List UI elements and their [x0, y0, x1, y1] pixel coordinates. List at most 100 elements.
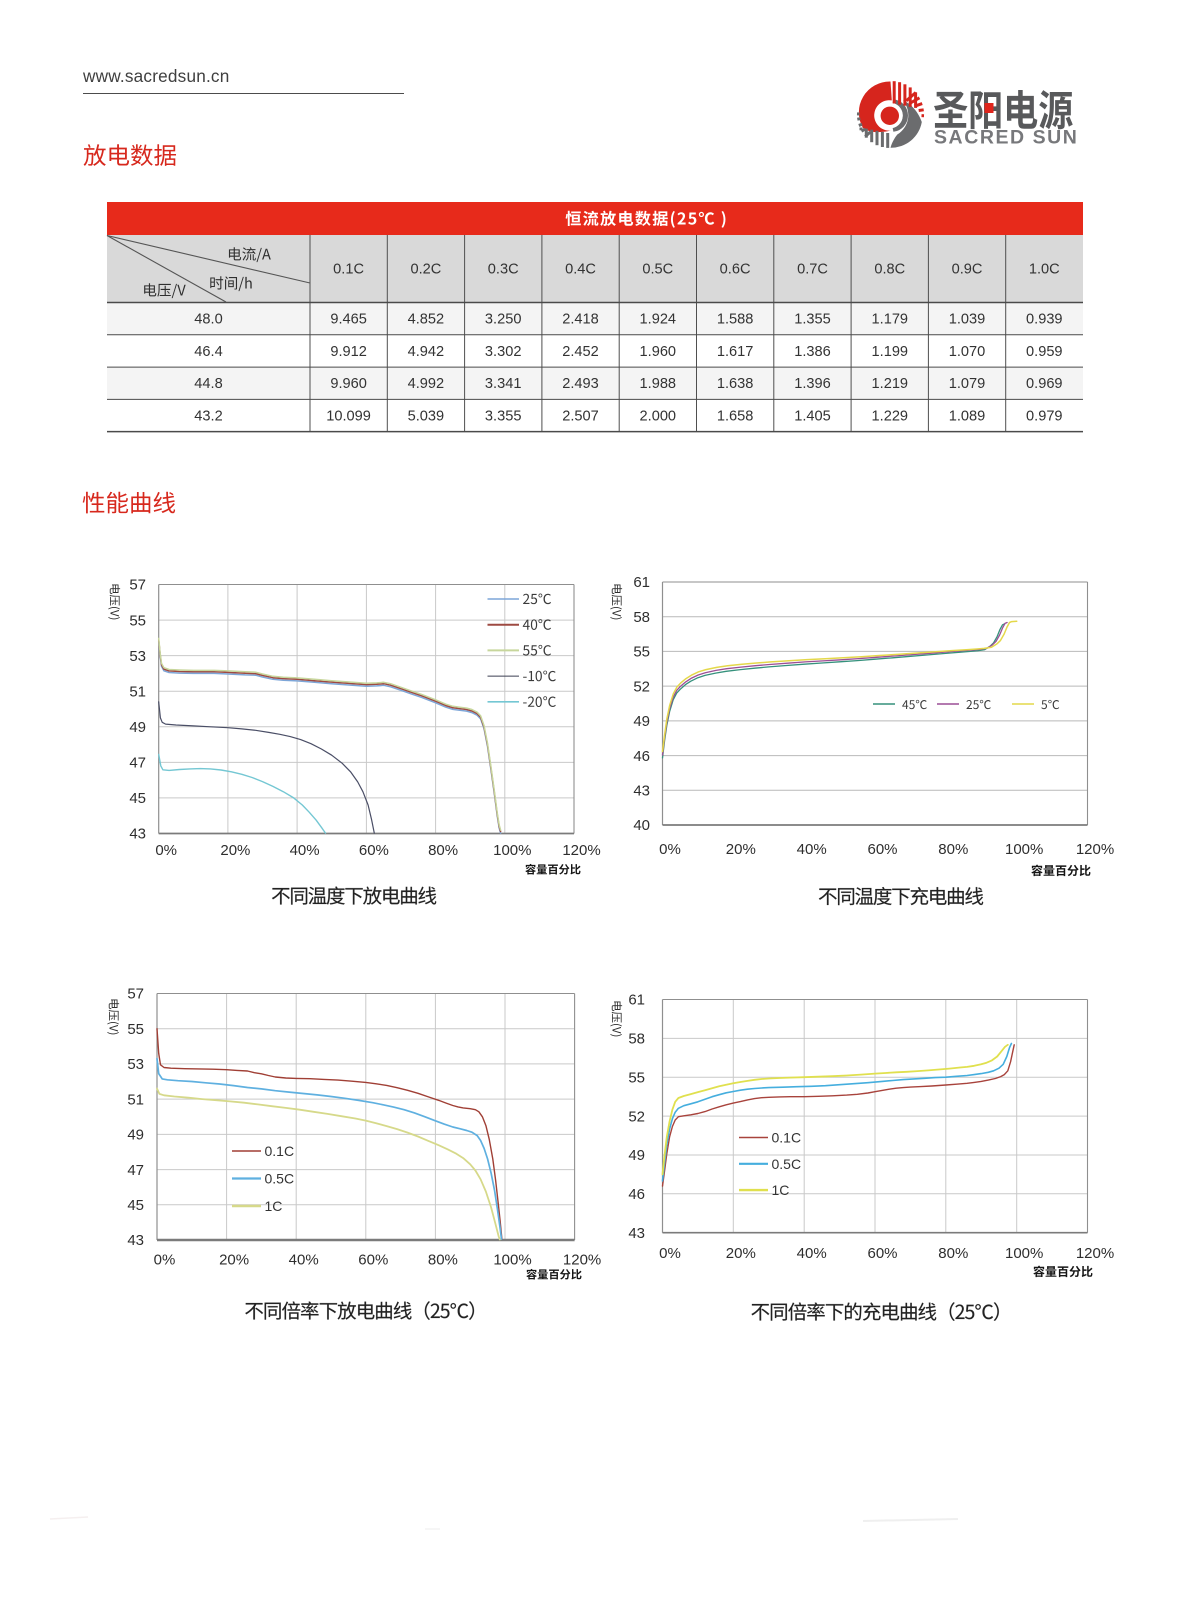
svg-text:0.5C: 0.5C [642, 262, 673, 278]
svg-text:3.341: 3.341 [485, 376, 522, 392]
svg-text:60%: 60% [867, 841, 897, 858]
svg-text:100%: 100% [493, 842, 531, 859]
svg-text:53: 53 [127, 1056, 144, 1073]
svg-text:48.0: 48.0 [194, 312, 222, 328]
svg-text:57: 57 [129, 577, 146, 594]
svg-text:1.638: 1.638 [717, 376, 754, 392]
svg-text:1.988: 1.988 [640, 376, 677, 392]
svg-text:1.355: 1.355 [794, 312, 831, 328]
svg-text:45: 45 [129, 790, 146, 807]
svg-text:43.2: 43.2 [194, 408, 222, 424]
svg-text:80%: 80% [938, 1245, 968, 1262]
svg-text:0.959: 0.959 [1026, 344, 1063, 360]
svg-text:1.924: 1.924 [640, 312, 677, 328]
svg-text:4.992: 4.992 [408, 376, 445, 392]
svg-text:55: 55 [628, 1069, 645, 1086]
svg-text:51: 51 [129, 683, 146, 700]
svg-text:0.939: 0.939 [1026, 312, 1063, 328]
svg-text:0.3C: 0.3C [488, 262, 519, 278]
svg-text:1.039: 1.039 [949, 312, 986, 328]
svg-text:0.1C: 0.1C [333, 262, 364, 278]
svg-text:80%: 80% [938, 841, 968, 858]
svg-text:120%: 120% [1076, 1245, 1114, 1262]
svg-text:43: 43 [628, 1225, 645, 1242]
svg-text:40: 40 [633, 817, 650, 834]
svg-text:1.658: 1.658 [717, 408, 754, 424]
svg-text:1.588: 1.588 [717, 312, 754, 328]
svg-text:47: 47 [129, 755, 146, 772]
svg-text:10.099: 10.099 [326, 408, 371, 424]
svg-text:100%: 100% [493, 1252, 531, 1269]
svg-text:43: 43 [129, 826, 146, 843]
svg-text:0.5C: 0.5C [772, 1156, 802, 1172]
svg-text:40%: 40% [797, 1245, 827, 1262]
svg-text:120%: 120% [1076, 841, 1114, 858]
svg-text:1.396: 1.396 [794, 376, 831, 392]
svg-text:55: 55 [127, 1021, 144, 1038]
svg-text:80%: 80% [428, 842, 458, 859]
svg-text:0.5C: 0.5C [265, 1171, 295, 1187]
svg-text:0.9C: 0.9C [952, 262, 983, 278]
svg-text:1.070: 1.070 [949, 344, 986, 360]
svg-text:120%: 120% [563, 1252, 601, 1269]
svg-text:52: 52 [633, 678, 650, 695]
svg-text:4.852: 4.852 [408, 312, 445, 328]
svg-text:1C: 1C [265, 1198, 283, 1214]
svg-text:49: 49 [633, 713, 650, 730]
svg-text:0%: 0% [154, 1252, 176, 1269]
svg-text:0.8C: 0.8C [874, 262, 905, 278]
svg-text:40%: 40% [289, 1252, 319, 1269]
svg-text:61: 61 [633, 574, 650, 591]
svg-text:0.7C: 0.7C [797, 262, 828, 278]
svg-text:47: 47 [127, 1162, 144, 1179]
svg-text:0%: 0% [659, 1245, 681, 1262]
svg-text:1.405: 1.405 [794, 408, 831, 424]
svg-text:20%: 20% [219, 1252, 249, 1269]
svg-text:3.302: 3.302 [485, 344, 522, 360]
svg-text:1.386: 1.386 [794, 344, 831, 360]
svg-text:45: 45 [127, 1197, 144, 1214]
svg-text:2.452: 2.452 [562, 344, 599, 360]
svg-text:55: 55 [633, 644, 650, 661]
svg-text:0.2C: 0.2C [410, 262, 441, 278]
svg-text:1.219: 1.219 [872, 376, 909, 392]
svg-text:40%: 40% [290, 842, 320, 859]
svg-text:43: 43 [633, 783, 650, 800]
svg-text:61: 61 [628, 992, 645, 1009]
svg-text:0.979: 0.979 [1026, 408, 1063, 424]
svg-text:120%: 120% [562, 842, 600, 859]
svg-text:4.942: 4.942 [408, 344, 445, 360]
svg-text:3.250: 3.250 [485, 312, 522, 328]
svg-text:0.4C: 0.4C [565, 262, 596, 278]
svg-text:0.969: 0.969 [1026, 376, 1063, 392]
svg-text:1.089: 1.089 [949, 408, 986, 424]
svg-text:1.0C: 1.0C [1029, 262, 1060, 278]
svg-text:49: 49 [129, 719, 146, 736]
svg-text:2.418: 2.418 [562, 312, 599, 328]
svg-text:49: 49 [628, 1147, 645, 1164]
svg-text:53: 53 [129, 648, 146, 665]
svg-text:46.4: 46.4 [194, 344, 222, 360]
svg-text:100%: 100% [1005, 841, 1043, 858]
svg-text:SACRED SUN: SACRED SUN [934, 127, 1078, 149]
svg-text:20%: 20% [726, 1245, 756, 1262]
svg-text:1.199: 1.199 [872, 344, 909, 360]
svg-text:www.sacredsun.cn: www.sacredsun.cn [82, 66, 230, 86]
svg-text:0%: 0% [659, 841, 681, 858]
svg-text:60%: 60% [359, 842, 389, 859]
svg-text:58: 58 [633, 609, 650, 626]
svg-text:2.493: 2.493 [562, 376, 599, 392]
svg-text:44.8: 44.8 [194, 376, 222, 392]
svg-text:52: 52 [628, 1108, 645, 1125]
svg-text:9.960: 9.960 [330, 376, 367, 392]
svg-text:2.000: 2.000 [640, 408, 677, 424]
svg-text:100%: 100% [1005, 1245, 1043, 1262]
svg-text:46: 46 [633, 748, 650, 765]
svg-text:0.1C: 0.1C [772, 1130, 802, 1146]
svg-text:1C: 1C [772, 1182, 790, 1198]
svg-text:58: 58 [628, 1031, 645, 1048]
svg-text:40%: 40% [797, 841, 827, 858]
svg-text:60%: 60% [358, 1252, 388, 1269]
svg-text:0.6C: 0.6C [720, 262, 751, 278]
svg-text:0.1C: 0.1C [265, 1143, 295, 1159]
